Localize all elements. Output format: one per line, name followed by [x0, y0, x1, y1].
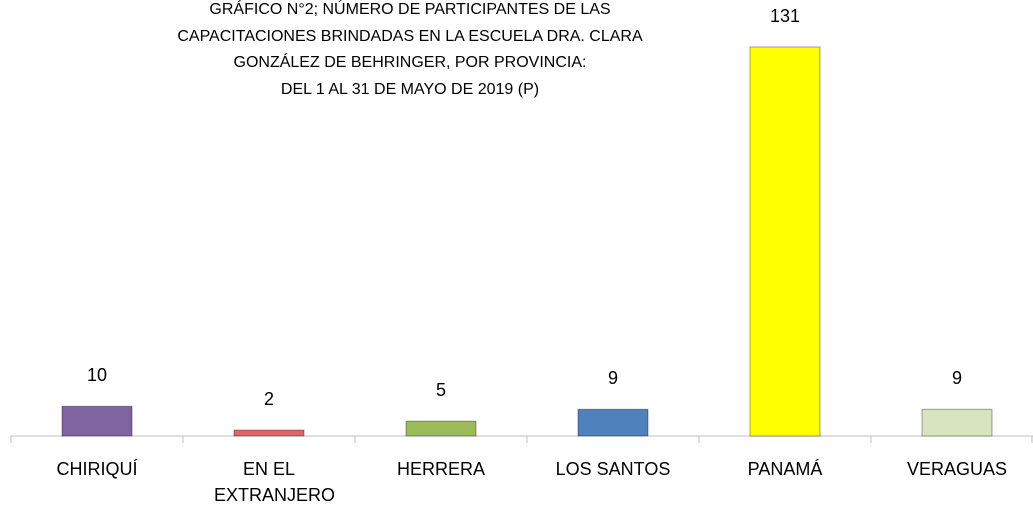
bar	[921, 408, 993, 437]
x-tick-label: EN EL EXTRANJERO	[214, 459, 336, 505]
chart-title: GONZÁLEZ DE BEHRINGER, POR PROVINCIA:	[234, 52, 587, 71]
chart-title: CAPACITACIONES BRINDADAS EN LA ESCUELA D…	[177, 28, 643, 45]
x-tick-label: VERAGUAS	[906, 459, 1008, 479]
data-label: 2	[264, 389, 274, 409]
data-label: 5	[436, 380, 446, 400]
bar	[405, 420, 477, 437]
data-label: 9	[952, 368, 962, 388]
bar	[577, 408, 649, 437]
chart-title: DEL 1 AL 31 DE MAYO DE 2019 (P)	[281, 81, 539, 98]
bar	[233, 429, 305, 437]
x-tick-label: LOS SANTOS	[555, 459, 671, 479]
bar	[749, 46, 821, 437]
x-tick-label: HERRERA	[396, 459, 485, 479]
data-label: 9	[608, 368, 618, 388]
x-tick-label: CHIRIQUÍ	[56, 459, 138, 479]
chart-title: GRÁFICO N°2; NÚMERO DE PARTICIPANTES DE …	[209, 0, 610, 18]
x-tick-label: PANAMÁ	[747, 459, 823, 479]
data-label: 131	[770, 6, 800, 26]
data-label: 10	[87, 365, 107, 385]
bar	[61, 405, 133, 437]
